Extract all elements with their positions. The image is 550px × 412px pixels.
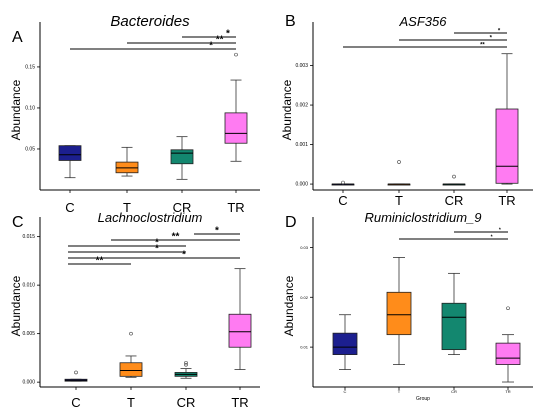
box-TR (495, 306, 521, 383)
box-body (119, 362, 143, 377)
box-body (332, 332, 358, 356)
significance-label: * (490, 36, 493, 42)
outlier-point (452, 174, 456, 179)
x-tick-label: T (395, 193, 403, 208)
y-axis-label: Abundance (9, 275, 23, 336)
panel-letter: B (285, 13, 296, 30)
x-tick-label: TR (231, 395, 248, 410)
significance-label: * (499, 228, 501, 234)
significance-label: * (155, 244, 159, 255)
y-tick-label: 0.001 (295, 142, 308, 148)
significance-label: ** (216, 35, 224, 46)
box-body (495, 342, 521, 365)
chart-title: ASF356 (399, 14, 448, 29)
y-tick-label: 0.010 (22, 283, 35, 289)
x-tick-label: C (65, 200, 74, 215)
significance-label: * (491, 235, 493, 241)
box-T (387, 160, 411, 186)
box-C (64, 370, 88, 382)
y-axis-label: Abundance (9, 79, 23, 140)
x-axis-label: Group (416, 396, 430, 402)
outlier-point (184, 362, 188, 367)
panel-C: C Lachnoclostridium Abundance 0.000 0.005 0.0… (9, 210, 260, 410)
y-tick-label: 0.000 (295, 182, 308, 188)
box-CR (442, 174, 466, 186)
box-body (495, 108, 519, 184)
panel-B: B ASF356 Abundance 0.000 0.001 0.002 0.003 C T CR… (280, 13, 533, 208)
y-tick-label: 0.000 (22, 380, 35, 386)
outlier-point (341, 180, 345, 185)
x-tick-label: TR (505, 389, 510, 394)
outlier-point (184, 360, 188, 365)
y-tick-label: 0.01 (300, 345, 309, 350)
box-T (115, 146, 139, 177)
y-tick-label: 0.15 (25, 64, 35, 70)
x-tick-label: C (338, 193, 347, 208)
box-CR (174, 360, 198, 379)
significance-label: * (215, 226, 219, 237)
box-C (332, 314, 358, 370)
x-tick-label: TR (498, 193, 515, 208)
x-tick-label: C (71, 395, 80, 410)
significance-label: * (209, 41, 213, 52)
y-tick-label: 0.10 (25, 105, 35, 111)
chart-title: Ruminiclostridium_9 (364, 210, 481, 225)
panel-letter: C (12, 214, 24, 231)
box-body (386, 291, 412, 336)
significance-label: * (498, 29, 501, 35)
box-body (224, 112, 248, 144)
box-TR (224, 52, 248, 162)
outlier-point (74, 370, 78, 375)
x-tick-label: CR (177, 395, 196, 410)
chart-title: Bacteroides (110, 13, 190, 30)
box-C (331, 180, 355, 186)
significance-label: ** (172, 232, 180, 243)
panel-letter: D (285, 214, 297, 231)
box-T (119, 331, 143, 378)
outlier-point (234, 52, 238, 57)
box-TR (495, 53, 519, 185)
box-body (441, 302, 467, 351)
box-body (228, 313, 252, 348)
outlier-point (506, 306, 510, 311)
significance-label: ** (96, 256, 104, 267)
y-tick-label: 0.002 (295, 103, 308, 109)
x-tick-label: TR (227, 200, 244, 215)
chart-title: Lachnoclostridium (98, 210, 203, 225)
box-T (386, 256, 412, 365)
significance-label: * (155, 238, 159, 249)
box-body (170, 149, 194, 165)
panel-letter: A (12, 29, 23, 46)
box-C (58, 145, 82, 179)
box-CR (441, 272, 467, 356)
y-tick-label: 0.015 (22, 234, 35, 240)
outlier-point (397, 160, 401, 164)
x-tick-label: CR (173, 200, 192, 215)
x-tick-label: CR (445, 193, 464, 208)
significance-label: ** (480, 43, 485, 49)
box-body (58, 145, 82, 161)
x-tick-label: T (127, 395, 135, 410)
outlier-point (129, 331, 133, 336)
box-TR (228, 268, 252, 370)
y-tick-label: 0.005 (22, 331, 35, 337)
significance-label: * (226, 29, 230, 40)
x-tick-label: CR (451, 389, 457, 394)
x-tick-label: T (398, 389, 401, 394)
x-tick-label: T (123, 200, 131, 215)
y-tick-label: 0.003 (295, 63, 308, 69)
y-tick-label: 0.02 (300, 295, 309, 300)
box-CR (170, 136, 194, 180)
significance-label: * (182, 250, 186, 261)
y-axis-label: Abundance (280, 79, 294, 140)
y-tick-label: 0.05 (25, 146, 35, 152)
panel-D: D Ruminiclostridium_9 Abundance 0.01 0.02 0.0… (282, 210, 533, 402)
x-tick-label: C (344, 389, 347, 394)
y-tick-label: 0.03 (300, 245, 309, 250)
y-axis-label: Abundance (282, 275, 296, 336)
